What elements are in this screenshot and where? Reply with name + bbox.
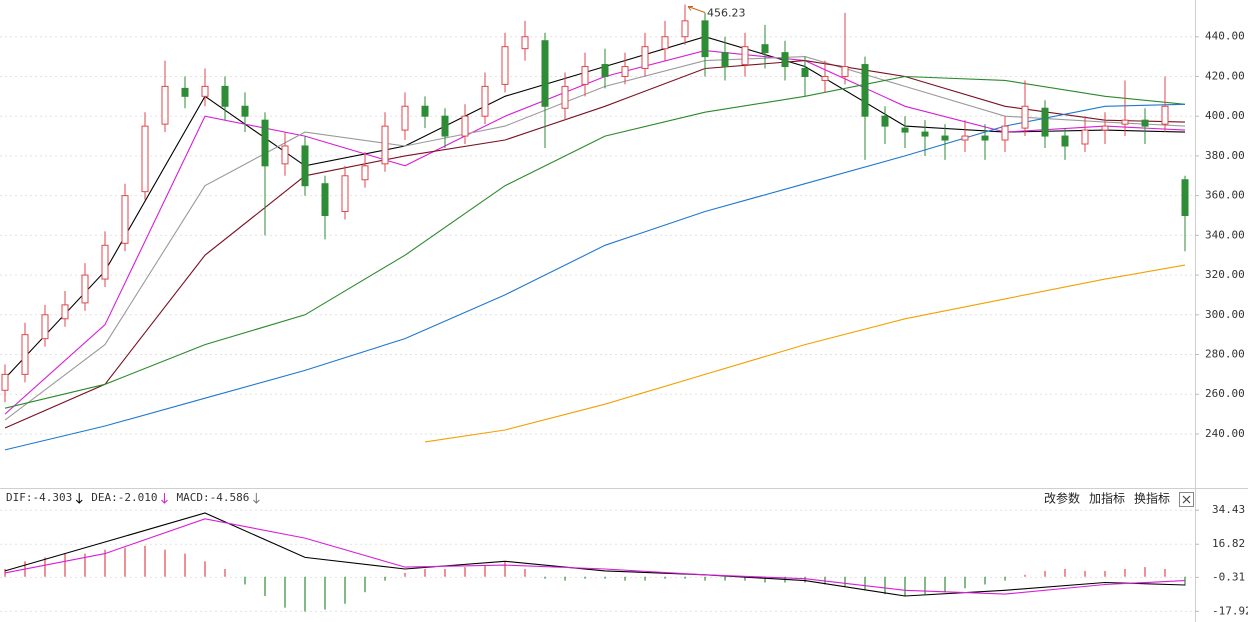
y-tick-label: 240.00 bbox=[1205, 427, 1245, 440]
legend-label: DEA:-2.010 bbox=[91, 491, 157, 504]
legend-arrow bbox=[252, 493, 260, 504]
legend-arrow bbox=[75, 493, 83, 504]
candle-body bbox=[261, 119, 269, 167]
candle-body bbox=[701, 20, 709, 58]
y-tick-label: 16.82 bbox=[1212, 537, 1245, 550]
candle-body bbox=[481, 85, 489, 117]
annotation: 456.23 bbox=[707, 7, 746, 20]
y-tick-label: 260.00 bbox=[1205, 387, 1245, 400]
candle-body bbox=[561, 85, 569, 109]
candle-body bbox=[61, 304, 69, 320]
candle-body bbox=[301, 145, 309, 187]
candle-body bbox=[1, 373, 9, 391]
indicator-line bbox=[4, 75, 1186, 409]
button[interactable]: 改参数 bbox=[1044, 491, 1080, 506]
candle-body bbox=[961, 135, 969, 141]
candle-body bbox=[901, 127, 909, 133]
candle-body bbox=[21, 334, 29, 375]
candle-body bbox=[781, 52, 789, 68]
candle-body bbox=[1101, 125, 1109, 131]
candle-body bbox=[1161, 105, 1169, 125]
candle-body bbox=[681, 20, 689, 38]
close-icon[interactable] bbox=[1182, 495, 1191, 504]
price-panel: 240.00 260.00 280.00 300.00 320.00 340.00 360.… bbox=[0, 4, 1245, 451]
candle-body bbox=[1181, 179, 1189, 216]
candle-body bbox=[581, 66, 589, 85]
candle-body bbox=[1141, 119, 1149, 127]
candle-body bbox=[741, 46, 749, 66]
candle-body bbox=[441, 115, 449, 137]
candle-body bbox=[1121, 119, 1129, 125]
candle-body bbox=[861, 64, 869, 117]
candle-body bbox=[161, 85, 169, 125]
candle-body bbox=[321, 183, 329, 216]
y-tick-label: 420.00 bbox=[1205, 69, 1245, 82]
y-tick-label: 440.00 bbox=[1205, 30, 1245, 43]
candle-body bbox=[101, 244, 109, 280]
button[interactable]: 加指标 bbox=[1089, 491, 1125, 506]
macd-panel: 34.43 16.82 -0.31 -17.92 DIF:-4.303 DEA:-2.01… bbox=[0, 491, 1248, 617]
candle-body bbox=[121, 195, 129, 244]
candle-body bbox=[521, 36, 529, 50]
candle-body bbox=[601, 64, 609, 77]
y-tick-label: 340.00 bbox=[1205, 228, 1245, 241]
candle-body bbox=[661, 36, 669, 50]
candle-body bbox=[141, 125, 149, 193]
candle-body bbox=[621, 66, 629, 77]
candle-body bbox=[541, 40, 549, 107]
candle-body bbox=[241, 105, 249, 117]
y-tick-label: -0.31 bbox=[1212, 570, 1245, 583]
y-tick-label: 380.00 bbox=[1205, 149, 1245, 162]
candle-body bbox=[41, 314, 49, 340]
close-button[interactable] bbox=[1179, 492, 1194, 507]
candle-body bbox=[721, 52, 729, 68]
candle-body bbox=[1021, 105, 1029, 129]
candle-body bbox=[1061, 135, 1069, 147]
candle-body bbox=[201, 85, 209, 97]
candle-body bbox=[381, 125, 389, 165]
candle-body bbox=[1041, 107, 1049, 137]
toolbar: 改参数 加指标 换指标 bbox=[1044, 491, 1194, 507]
legend-label: MACD:-4.586 bbox=[176, 491, 249, 504]
y-tick-label: 300.00 bbox=[1205, 308, 1245, 321]
candle-body bbox=[461, 115, 469, 137]
candle-body bbox=[221, 85, 229, 107]
candle-body bbox=[801, 68, 809, 77]
candle-body bbox=[401, 105, 409, 131]
legend-label: DIF:-4.303 bbox=[6, 491, 72, 504]
y-tick-label: 320.00 bbox=[1205, 268, 1245, 281]
candle-body bbox=[341, 175, 349, 213]
legend-arrow bbox=[161, 493, 168, 504]
candle-body bbox=[181, 87, 189, 97]
y-tick-label: -17.92 bbox=[1212, 604, 1248, 617]
candle-body bbox=[1081, 129, 1089, 145]
annotation-arrow bbox=[687, 6, 706, 13]
candle-body bbox=[361, 165, 369, 181]
candle-body bbox=[81, 274, 89, 304]
y-tick-label: 360.00 bbox=[1205, 189, 1245, 202]
button[interactable]: 换指标 bbox=[1134, 491, 1170, 506]
y-tick-label: 400.00 bbox=[1205, 109, 1245, 122]
indicator-line bbox=[4, 60, 1186, 429]
candle-body bbox=[821, 75, 829, 81]
candle-body bbox=[881, 115, 889, 127]
candle-body bbox=[921, 131, 929, 137]
indicator-line bbox=[424, 264, 1186, 443]
indicator-line bbox=[4, 518, 1186, 595]
y-tick-label: 280.00 bbox=[1205, 348, 1245, 361]
candle-body bbox=[421, 105, 429, 117]
candle-body bbox=[1001, 125, 1009, 141]
y-tick-label: 34.43 bbox=[1212, 503, 1245, 516]
candle-body bbox=[761, 44, 769, 54]
candle-body bbox=[501, 46, 509, 85]
candle-body bbox=[941, 135, 949, 141]
candle-body bbox=[841, 66, 849, 77]
indicator-line bbox=[4, 512, 1186, 597]
candle-body bbox=[641, 46, 649, 70]
candle-body bbox=[281, 145, 289, 165]
candle-body bbox=[981, 135, 989, 141]
